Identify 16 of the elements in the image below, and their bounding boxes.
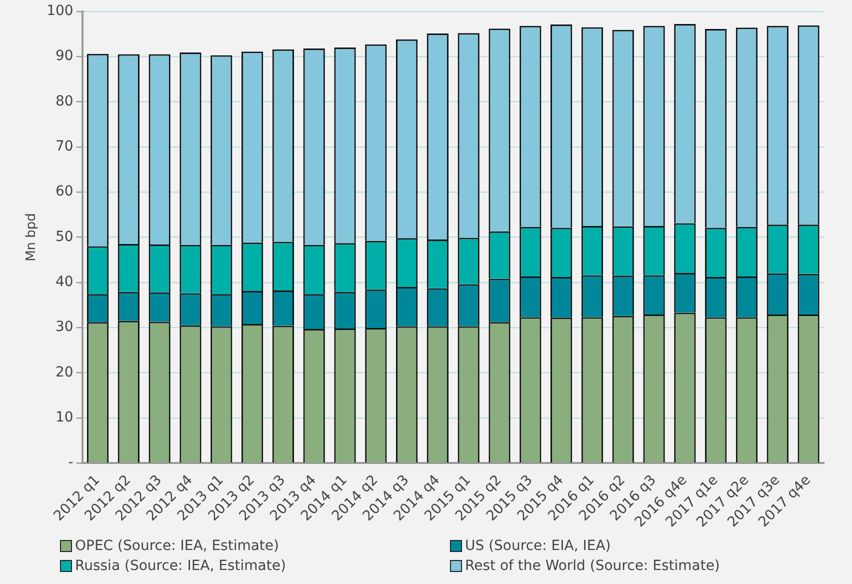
y-tick-label: 100: [46, 3, 74, 20]
y-tick-label: 30: [55, 319, 74, 336]
y-axis-title: Mn bpd: [24, 213, 40, 262]
legend-label: US (Source: EIA, IEA): [465, 538, 611, 554]
y-tick-label: 70: [55, 138, 74, 155]
y-tick-label: 40: [55, 274, 74, 290]
y-tick-label: 60: [55, 184, 74, 200]
y-tick-label: 90: [55, 48, 74, 64]
y-tick-label: 50: [55, 228, 74, 245]
y-tick-label: -: [68, 454, 74, 471]
y-tick-label: 80: [55, 93, 74, 110]
y-tick-label: 20: [55, 364, 74, 380]
y-tick-label: 10: [55, 410, 74, 426]
legend-label: OPEC (Source: IEA, Estimate): [75, 538, 279, 554]
legend-label: Russia (Source: IEA, Estimate): [75, 558, 286, 574]
legend-label: Rest of the World (Source: Estimate): [465, 558, 720, 574]
